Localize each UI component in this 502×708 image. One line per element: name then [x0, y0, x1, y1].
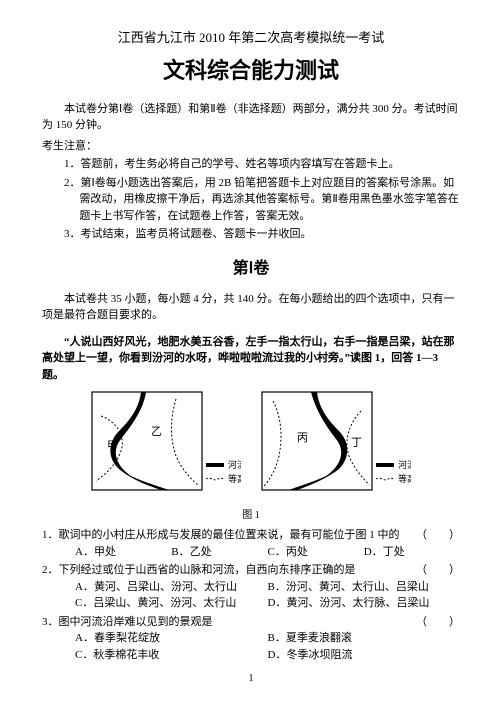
question-2: 2．下列经过或位于山西省的山脉和河流，自西向东排序正确的是 （ ） A．黄河、吕…: [42, 562, 460, 612]
q1-stem: 1．歌词中的小村庄从形成与发展的最佳位置来说，最有可能位于图 1 中的: [42, 527, 400, 544]
q1-opt-a: A．甲处: [75, 544, 171, 561]
intro-text: 本试卷分第Ⅰ卷（选择题）和第Ⅱ卷（非选择题）两部分，满分共 300 分。考试时间…: [42, 101, 460, 134]
q3-stem: 3．图中河流沿岸难以见到的景观是: [42, 614, 213, 631]
label-ding: 丁: [351, 437, 362, 449]
notice-item: 2．第Ⅰ卷每小题选出答案后，用 2B 铅笔把答题卡上对应题目的答案标号涂黑。如需…: [64, 175, 460, 225]
legend-contour: 等高线: [228, 473, 241, 484]
question-1: 1．歌词中的小村庄从形成与发展的最佳位置来说，最有可能位于图 1 中的 （ ） …: [42, 527, 460, 560]
q3-opt-d: D．冬季冰坝阻流: [268, 647, 461, 664]
part1-intro: 本试卷共 35 小题，每小题 4 分，共 140 分。在每小题给出的四个选项中，…: [42, 291, 460, 324]
q2-options: A．黄河、吕梁山、汾河、太行山 B．汾河、黄河、太行山、吕梁山 C．吕梁山、黄河…: [42, 579, 460, 612]
q2-opt-d: D．黄河、汾河、太行脉、吕梁山: [268, 595, 461, 612]
q3-opt-a: A．春季梨花绽放: [75, 630, 268, 647]
q3-options: A．春季梨花绽放 B．夏季麦浪翻滚 C．秋季棉花丰收 D．冬季冰坝阻流: [42, 630, 460, 663]
part1-title: 第Ⅰ卷: [42, 257, 460, 281]
notice-list: 1．答题前，考生务必将自己的学号、姓名等项内容填写在答题卡上。 2．第Ⅰ卷每小题…: [42, 156, 460, 243]
figure-2: 丙 丁 河流 等高线: [261, 391, 411, 506]
q2-stem: 2．下列经过或位于山西省的山脉和河流，自西向东排序正确的是: [42, 562, 356, 579]
notice-item: 3．考试结束，监考员将试题卷、答题卡一并收回。: [64, 226, 460, 243]
q1-opt-d: D．丁处: [364, 544, 460, 561]
q2-opt-b: B．汾河、黄河、太行山、吕梁山: [268, 579, 461, 596]
label-bing: 丙: [297, 432, 308, 444]
question-3: 3．图中河流沿岸难以见到的景观是 （ ） A．春季梨花绽放 B．夏季麦浪翻滚 C…: [42, 614, 460, 664]
q1-opt-c: C．丙处: [268, 544, 364, 561]
page-number: 1: [42, 671, 460, 686]
figures-row: 甲 乙 河流 等高线 丙 丁 河流 等高线: [42, 391, 460, 506]
label-jia: 甲: [107, 440, 118, 452]
figure-caption: 图 1: [42, 508, 460, 523]
q1-options: A．甲处 B．乙处 C．丙处 D．丁处: [42, 544, 460, 561]
passage-text: “人说山西好风光，地肥水美五谷香，左手一指太行山，右手一指是吕梁，站在那高处望上…: [42, 334, 460, 384]
figure-1: 甲 乙 河流 等高线: [91, 391, 241, 506]
q2-opt-a: A．黄河、吕梁山、汾河、太行山: [75, 579, 268, 596]
exam-title: 文科综合能力测试: [42, 54, 460, 87]
q3-opt-c: C．秋季棉花丰收: [75, 647, 268, 664]
q2-paren: （ ）: [416, 562, 460, 579]
label-yi: 乙: [151, 425, 162, 438]
legend-contour-2: 等高线: [398, 473, 411, 484]
legend-river: 河流: [228, 459, 241, 470]
legend-river-2: 河流: [398, 459, 411, 470]
notice-item: 1．答题前，考生务必将自己的学号、姓名等项内容填写在答题卡上。: [64, 156, 460, 173]
q1-paren: （ ）: [416, 527, 460, 544]
notice-label: 考生注意：: [42, 138, 460, 155]
q1-opt-b: B．乙处: [171, 544, 267, 561]
q2-opt-c: C．吕梁山、黄河、汾河、太行山: [75, 595, 268, 612]
q3-paren: （ ）: [416, 614, 460, 631]
q3-opt-b: B．夏季麦浪翻滚: [268, 630, 461, 647]
exam-header: 江西省九江市 2010 年第二次高考模拟统一考试: [42, 28, 460, 48]
